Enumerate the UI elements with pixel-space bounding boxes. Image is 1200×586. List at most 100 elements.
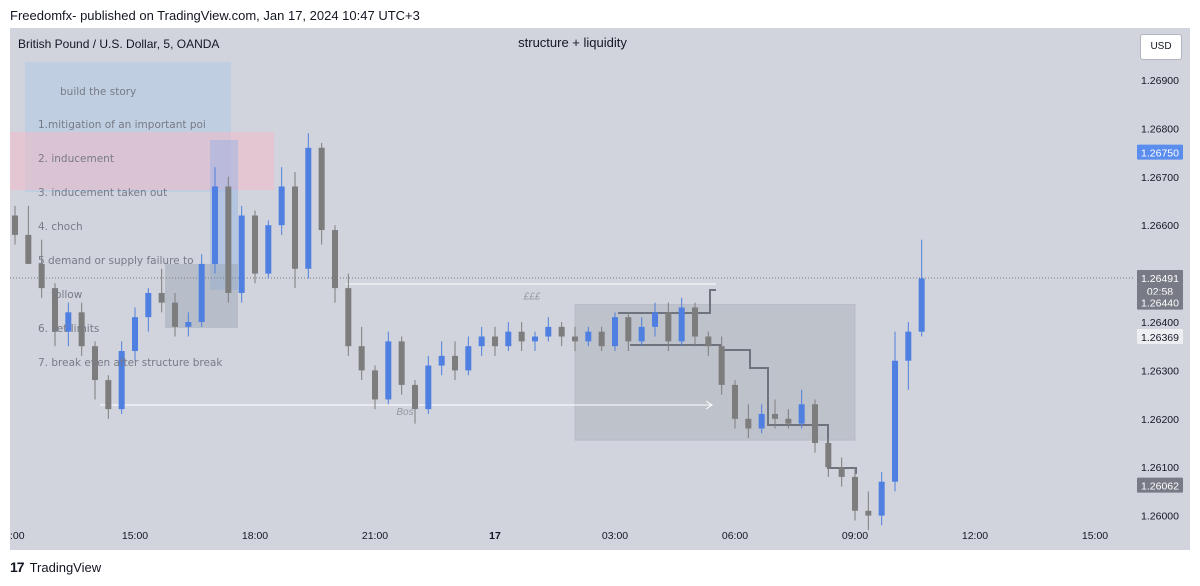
- candle[interactable]: [238, 215, 245, 293]
- candle[interactable]: [705, 336, 712, 347]
- candle[interactable]: [652, 312, 658, 327]
- candle[interactable]: [545, 326, 552, 337]
- footer-brand: TradingView: [29, 559, 102, 575]
- candle[interactable]: [132, 317, 138, 352]
- candle[interactable]: [118, 351, 125, 410]
- candle[interactable]: [892, 360, 898, 482]
- candle[interactable]: [692, 307, 698, 337]
- candle[interactable]: [665, 312, 672, 342]
- candle[interactable]: [398, 341, 405, 385]
- price-label: 1.26440: [1141, 298, 1179, 310]
- candle[interactable]: [345, 288, 352, 347]
- price-label-box: [1137, 144, 1183, 160]
- y-tick-label: 1.26900: [1141, 75, 1179, 87]
- candle[interactable]: [798, 404, 805, 424]
- candle[interactable]: [492, 336, 498, 347]
- y-tick-label: 1.26800: [1141, 123, 1179, 135]
- candle[interactable]: [878, 481, 885, 516]
- currency-button[interactable]: USD: [1140, 34, 1182, 60]
- candle[interactable]: [638, 326, 645, 342]
- candle[interactable]: [918, 278, 925, 332]
- candle[interactable]: [305, 147, 312, 269]
- candle[interactable]: [745, 418, 752, 429]
- chart-panel[interactable]: Bos £££ 1.26900 1.26800 1.26700 1.26600 1.2640…: [10, 28, 1190, 550]
- x-tick-label: 03:00: [602, 530, 628, 542]
- candle[interactable]: [318, 147, 325, 231]
- price-chart[interactable]: Bos £££ 1.26900 1.26800 1.26700 1.26600 1.2640…: [10, 28, 1190, 550]
- story-line: 1.mitigation of an important poi: [38, 119, 206, 132]
- candle[interactable]: [198, 263, 205, 322]
- candle[interactable]: [425, 365, 432, 410]
- candle[interactable]: [625, 317, 632, 342]
- publish-info: Freedomfx- published on TradingView.com,…: [10, 8, 420, 23]
- candle[interactable]: [65, 312, 72, 332]
- candle[interactable]: [225, 186, 232, 293]
- price-label: 1.26062: [1141, 481, 1179, 493]
- candle[interactable]: [38, 263, 45, 289]
- candle[interactable]: [785, 418, 792, 424]
- candle[interactable]: [212, 186, 218, 264]
- candle[interactable]: [772, 413, 778, 419]
- price-label: 1.26369: [1141, 332, 1179, 344]
- candle[interactable]: [838, 467, 845, 477]
- story-notes: build the story 1.mitigation of an impor…: [38, 64, 222, 392]
- y-tick-label: 1.26200: [1141, 414, 1179, 426]
- candle[interactable]: [78, 312, 85, 347]
- price-label-box: [1137, 477, 1183, 493]
- candle[interactable]: [185, 322, 192, 327]
- candle[interactable]: [905, 331, 912, 361]
- candle[interactable]: [825, 443, 832, 468]
- candle[interactable]: [12, 215, 18, 235]
- x-tick-label: 15:00: [122, 530, 148, 542]
- candle[interactable]: [612, 317, 618, 347]
- candle[interactable]: [105, 380, 112, 410]
- arrow-icon: [705, 400, 713, 410]
- y-tick-label: 1.26600: [1141, 220, 1179, 232]
- story-line: 6. set limits: [38, 322, 100, 335]
- candle[interactable]: [518, 331, 525, 342]
- candle[interactable]: [332, 230, 338, 289]
- candle[interactable]: [558, 326, 565, 337]
- candle[interactable]: [758, 413, 765, 429]
- candle[interactable]: [465, 346, 472, 371]
- candle[interactable]: [158, 292, 165, 303]
- candle[interactable]: [145, 292, 152, 318]
- candle[interactable]: [25, 234, 32, 264]
- candle[interactable]: [52, 288, 58, 332]
- y-tick-label: 1.26000: [1141, 511, 1179, 523]
- candle[interactable]: [865, 510, 872, 516]
- candle[interactable]: [718, 346, 725, 385]
- candle[interactable]: [572, 336, 578, 342]
- price-label-box: [1137, 269, 1183, 285]
- story-line: follow: [38, 288, 83, 301]
- footer: 17 TradingView: [10, 559, 101, 575]
- candle[interactable]: [385, 341, 392, 400]
- candle[interactable]: [812, 404, 818, 443]
- y-tick-label: 1.26700: [1141, 172, 1179, 184]
- candle[interactable]: [585, 331, 592, 342]
- candle[interactable]: [292, 186, 298, 269]
- candle[interactable]: [732, 384, 738, 419]
- x-tick-label: 06:00: [722, 530, 748, 542]
- candle[interactable]: [412, 384, 418, 410]
- candle[interactable]: [92, 346, 98, 381]
- candle[interactable]: [278, 186, 285, 226]
- bos-label: Bos: [396, 407, 413, 418]
- story-line: 5 demand or supply failure to: [38, 255, 194, 268]
- candle[interactable]: [598, 331, 605, 347]
- candle[interactable]: [252, 215, 258, 274]
- pink-zone: [10, 132, 274, 190]
- candle[interactable]: [372, 370, 378, 400]
- candle[interactable]: [532, 336, 538, 342]
- x-tick-label: 17: [489, 530, 501, 542]
- candle[interactable]: [438, 355, 445, 366]
- candle[interactable]: [358, 346, 365, 371]
- liquidity-label: £££: [523, 292, 541, 303]
- candle[interactable]: [678, 307, 685, 342]
- candle[interactable]: [172, 302, 178, 327]
- candle[interactable]: [505, 331, 512, 347]
- candle[interactable]: [452, 355, 458, 371]
- candle[interactable]: [852, 476, 858, 511]
- candle[interactable]: [265, 225, 272, 274]
- candle[interactable]: [478, 336, 485, 347]
